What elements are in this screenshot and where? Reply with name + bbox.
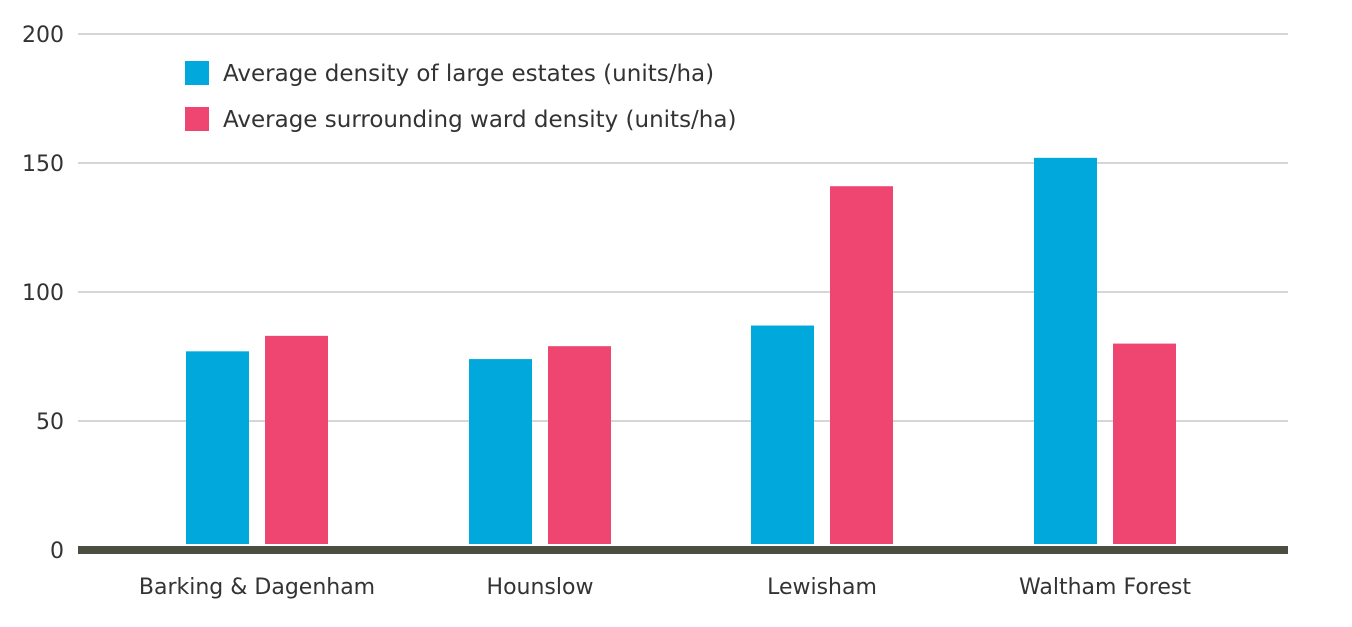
- y-axis-tick-labels: 0 50 100 150 200: [22, 23, 64, 564]
- bar-series2-lewisham: [830, 186, 893, 544]
- x-category-label: Waltham Forest: [1019, 575, 1191, 600]
- x-category-label: Hounslow: [487, 575, 594, 600]
- x-axis-category-labels: Barking & Dagenham Hounslow Lewisham Waltha…: [139, 575, 1191, 600]
- y-tick-label: 50: [36, 410, 64, 435]
- y-tick-label: 200: [22, 23, 64, 48]
- bars: [186, 157, 1176, 544]
- x-category-label: Barking & Dagenham: [139, 575, 375, 600]
- legend-swatch-1: [185, 61, 209, 85]
- bar-series2-barking-dagenham: [265, 335, 328, 544]
- bar-series1-hounslow: [469, 359, 532, 544]
- legend-label-2: Average surrounding ward density (units/…: [223, 107, 736, 133]
- bar-series1-lewisham: [751, 325, 814, 544]
- y-tick-label: 150: [22, 152, 64, 177]
- bar-series1-barking-dagenham: [186, 351, 249, 544]
- gridlines: [78, 33, 1288, 422]
- legend: Average density of large estates (units/…: [185, 61, 736, 133]
- bar-series1-waltham-forest: [1034, 157, 1097, 544]
- bar-series2-waltham-forest: [1113, 343, 1176, 544]
- legend-label-1: Average density of large estates (units/…: [223, 61, 714, 87]
- bar-series2-hounslow: [548, 346, 611, 544]
- legend-swatch-2: [185, 107, 209, 131]
- x-category-label: Lewisham: [767, 575, 877, 600]
- y-tick-label: 0: [50, 539, 64, 564]
- y-tick-label: 100: [22, 281, 64, 306]
